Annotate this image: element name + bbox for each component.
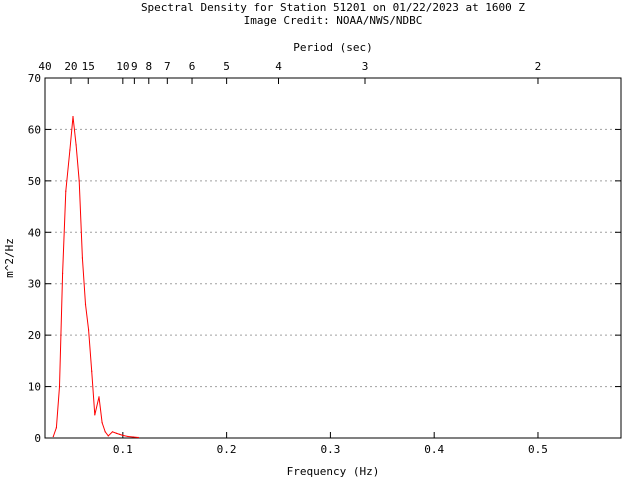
data-point [101, 422, 103, 424]
y-tick-label: 70 [28, 72, 41, 85]
data-point [81, 257, 83, 259]
period-tick-label: 4 [275, 60, 282, 73]
y-tick-label: 60 [28, 123, 41, 136]
period-tick-label: 10 [116, 60, 129, 73]
data-point [78, 180, 80, 182]
data-point [111, 431, 114, 433]
data-point [72, 116, 74, 118]
data-point [52, 435, 54, 438]
x-tick-label: 0.2 [217, 443, 237, 456]
data-point [127, 435, 129, 438]
data-point [132, 436, 134, 438]
chart-title: Spectral Density for Station 51201 on 01… [141, 1, 525, 14]
y-tick-label: 30 [28, 278, 41, 291]
data-point [104, 431, 106, 433]
period-tick-label: 6 [189, 60, 196, 73]
data-point [62, 272, 64, 274]
y-tick-label: 10 [28, 381, 41, 394]
plot-frame [44, 77, 622, 439]
x-tick-label: 0.1 [113, 443, 133, 456]
series-layer [52, 116, 139, 439]
x-tick-label: 0.4 [424, 443, 444, 456]
y-tick-label: 20 [28, 329, 41, 342]
data-point [94, 414, 96, 416]
period-tick-label: 20 [64, 60, 77, 73]
x-tick-label: 0.3 [320, 443, 340, 456]
grid-lines [45, 128, 621, 388]
data-point [137, 436, 139, 439]
period-tick-label: 5 [223, 60, 230, 73]
x-axis-label: Frequency (Hz) [287, 465, 380, 478]
data-point [65, 190, 67, 192]
data-point [98, 396, 100, 398]
data-point [69, 149, 71, 151]
y-tick-label: 40 [28, 226, 41, 239]
data-point [122, 434, 124, 436]
period-tick-label: 15 [82, 60, 95, 73]
period-tick-label: 2 [535, 60, 542, 73]
x-tick-label: 0.5 [528, 443, 548, 456]
period-tick-label: 3 [362, 60, 369, 73]
data-point [119, 433, 121, 435]
data-point [58, 386, 61, 388]
period-tick-label: 7 [164, 60, 171, 73]
period-tick-label: 9 [131, 60, 138, 73]
y-tick-label: 50 [28, 175, 41, 188]
data-point [107, 435, 109, 437]
data-point [116, 432, 118, 434]
series-line [52, 116, 139, 438]
y-axis-label: m^2/Hz [3, 238, 16, 278]
period-axis-label: Period (sec) [293, 41, 372, 54]
y-axis: 0 10 20 30 40 50 60 70 [28, 72, 621, 445]
image-credit: Image Credit: NOAA/NWS/NDBC [244, 14, 423, 27]
data-point [75, 144, 77, 146]
data-point [91, 370, 93, 372]
y-tick-label: 0 [34, 432, 41, 445]
period-tick-label: 40 [38, 60, 51, 73]
x-axis: 0.1 0.2 0.3 0.4 0.5 [113, 432, 548, 456]
data-point [55, 427, 58, 429]
data-point [84, 303, 87, 305]
period-tick-label: 8 [145, 60, 152, 73]
data-point [88, 329, 90, 331]
period-axis: 40 20 15 10 9 8 7 6 5 4 3 2 [38, 60, 541, 84]
